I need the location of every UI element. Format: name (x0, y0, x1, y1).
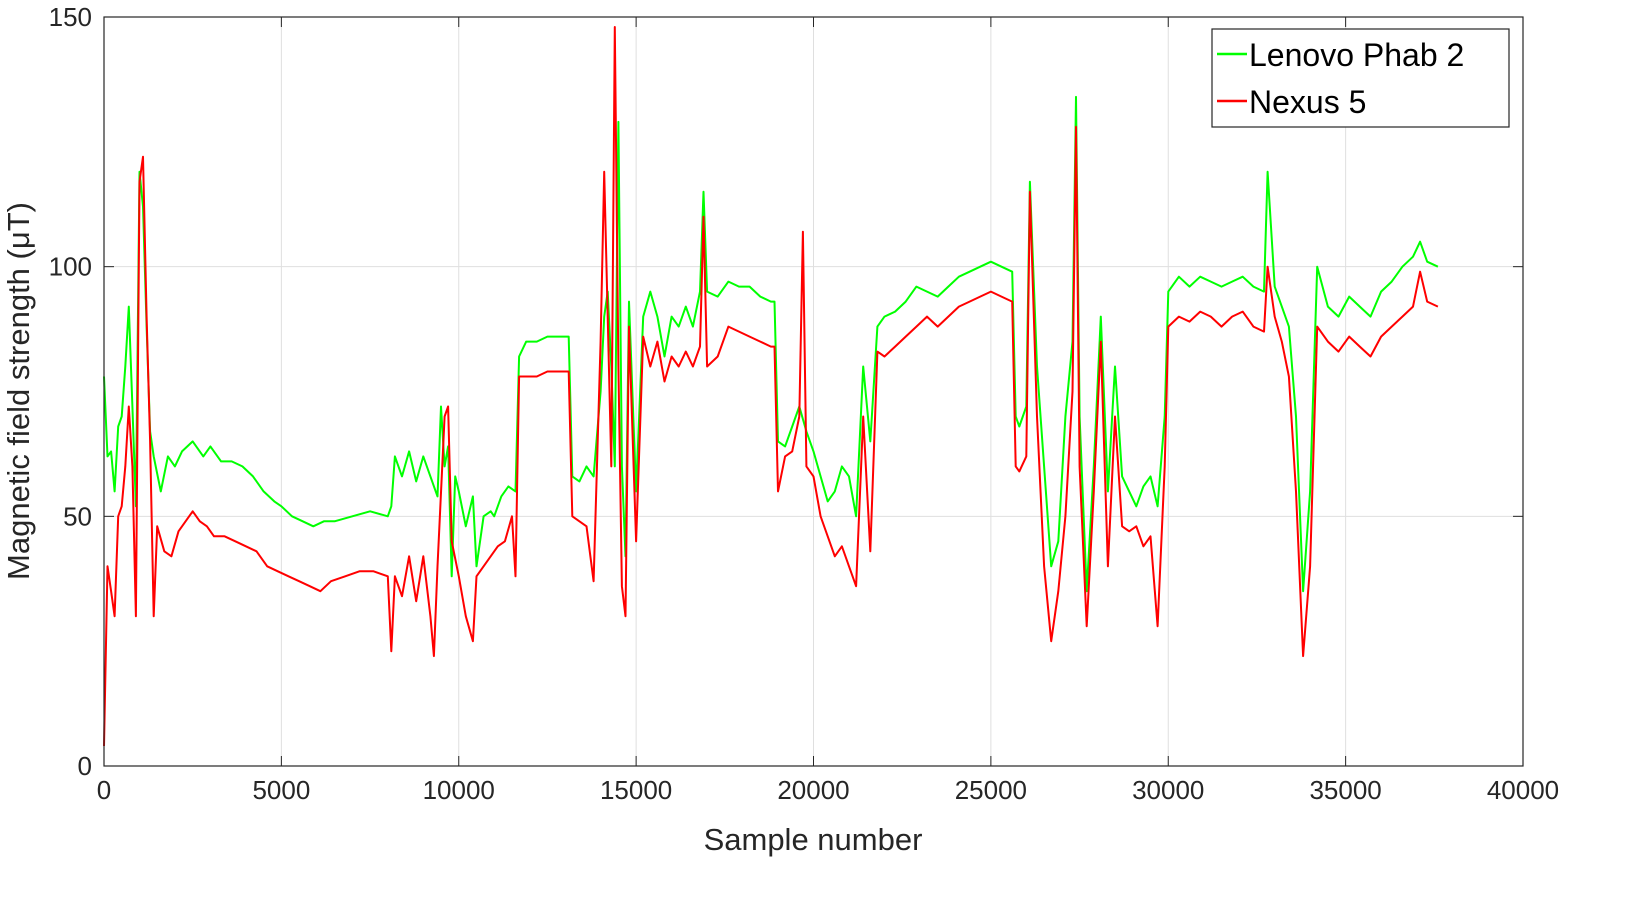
series-line-nexus-5 (103, 26, 1439, 747)
y-axis-label: Magnetic field strength (μT) (1, 202, 36, 580)
legend-box (1211, 28, 1510, 128)
x-tick-label: 20000 (777, 775, 849, 805)
legend: Lenovo Phab 2 Nexus 5 (1211, 28, 1510, 128)
x-tick-label: 10000 (423, 775, 495, 805)
x-tick-label: 15000 (600, 775, 672, 805)
y-tick-label: 100 (49, 252, 92, 282)
x-axis-ticks: 0 5000 10000 15000 20000 25000 30000 35000 40000 (97, 17, 1559, 805)
x-tick-label: 5000 (252, 775, 310, 805)
series-line-lenovo-phab-2 (103, 95, 1439, 593)
y-axis-ticks: 0 50 100 150 (49, 2, 1523, 781)
legend-label-nexus: Nexus 5 (1249, 84, 1366, 120)
y-tick-label: 150 (49, 2, 92, 32)
x-tick-label: 30000 (1132, 775, 1204, 805)
plot-area: 0 5000 10000 15000 20000 25000 30000 35000 40000… (49, 2, 1560, 805)
x-tick-label: 25000 (955, 775, 1027, 805)
grid-lines (104, 17, 1523, 766)
x-tick-label: 0 (97, 775, 111, 805)
y-tick-label: 50 (63, 501, 92, 531)
x-axis-label: Sample number (704, 822, 923, 857)
series-lines (103, 26, 1439, 747)
x-tick-label: 40000 (1487, 775, 1559, 805)
y-tick-label: 0 (78, 751, 92, 781)
legend-label-lenovo: Lenovo Phab 2 (1249, 37, 1464, 73)
x-tick-label: 35000 (1309, 775, 1381, 805)
